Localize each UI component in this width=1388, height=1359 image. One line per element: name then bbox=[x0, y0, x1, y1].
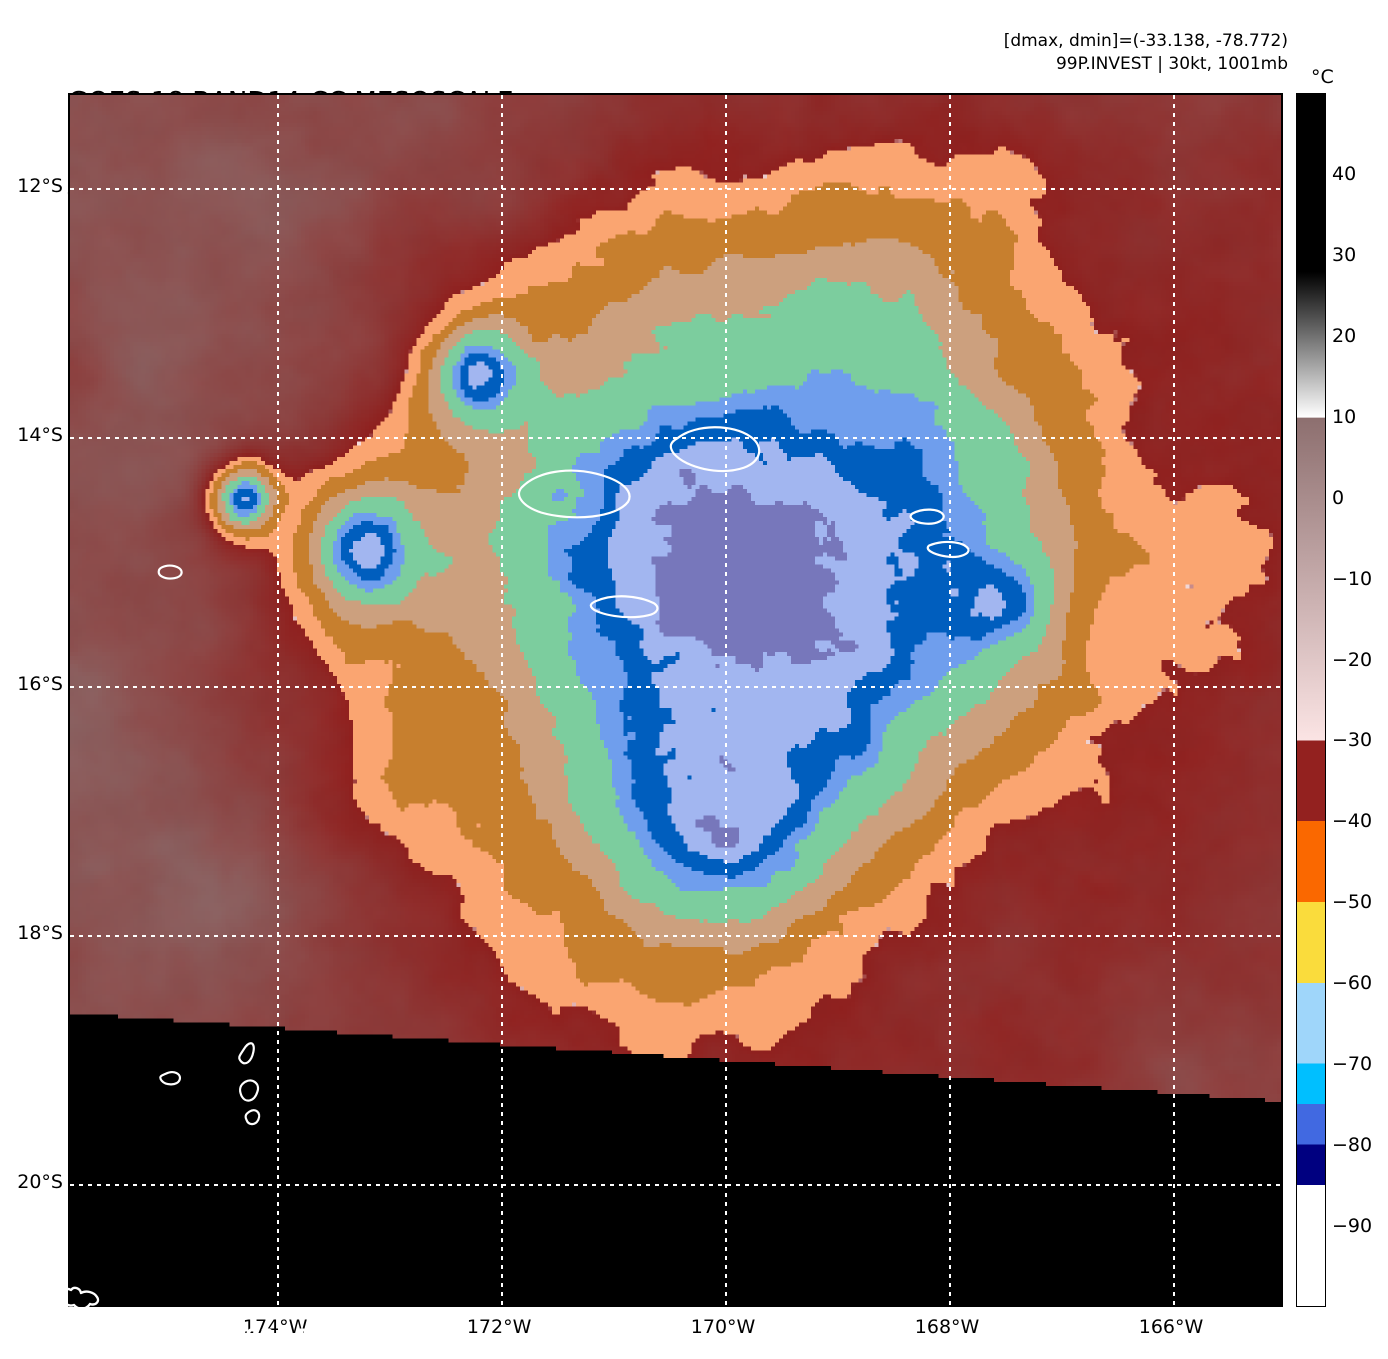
colorbar-tick--90: −90 bbox=[1332, 1215, 1373, 1238]
colorbar-tick--60: −60 bbox=[1332, 972, 1373, 995]
lon-label--168: 168°W bbox=[914, 1316, 980, 1338]
lat-label--18: 18°S bbox=[17, 922, 63, 945]
island-logo-icon bbox=[60, 1286, 100, 1310]
colorbar-tick--10: −10 bbox=[1332, 567, 1373, 590]
copyright-text: Copyright © 2020-2026 Dapiya bbox=[8, 1325, 380, 1349]
colorbar-gradient bbox=[1297, 94, 1325, 1306]
colorbar-tick-20: 20 bbox=[1332, 324, 1357, 347]
lon-label--174: 174°W bbox=[242, 1316, 308, 1338]
colorbar-tick-0: 0 bbox=[1332, 486, 1345, 509]
colorbar-tick--70: −70 bbox=[1332, 1053, 1373, 1076]
lat-label--16: 16°S bbox=[17, 673, 63, 696]
colorbar-tick-30: 30 bbox=[1332, 243, 1357, 266]
lon-label--170: 170°W bbox=[690, 1316, 756, 1338]
satellite-raster bbox=[70, 95, 1281, 1305]
dmax-dmin-readout: [dmax, dmin]=(-33.138, -78.772) bbox=[1003, 31, 1288, 51]
colorbar-tick--50: −50 bbox=[1332, 891, 1373, 914]
lat-label--12: 12°S bbox=[17, 175, 63, 198]
colorbar-tick-10: 10 bbox=[1332, 405, 1357, 428]
colorbar-tick--30: −30 bbox=[1332, 729, 1373, 752]
storm-info: 99P.INVEST | 30kt, 1001mb bbox=[1055, 53, 1288, 74]
colorbar-unit-label: °C bbox=[1311, 66, 1334, 88]
lat-label--20: 20°S bbox=[17, 1171, 63, 1194]
colorbar-tick--80: −80 bbox=[1332, 1134, 1373, 1157]
temperature-colorbar[interactable] bbox=[1296, 93, 1326, 1307]
lon-label--166: 166°W bbox=[1138, 1316, 1204, 1338]
lat-label--14: 14°S bbox=[17, 424, 63, 447]
colorbar-tick--40: −40 bbox=[1332, 810, 1373, 833]
colorbar-tick--20: −20 bbox=[1332, 648, 1373, 671]
header-meta-block: [dmax, dmin]=(-33.138, -78.772) 99P.INVE… bbox=[1004, 30, 1288, 76]
satellite-image-plot[interactable] bbox=[68, 93, 1283, 1307]
colorbar-tick-40: 40 bbox=[1332, 162, 1357, 185]
lon-label--172: 172°W bbox=[466, 1316, 532, 1338]
